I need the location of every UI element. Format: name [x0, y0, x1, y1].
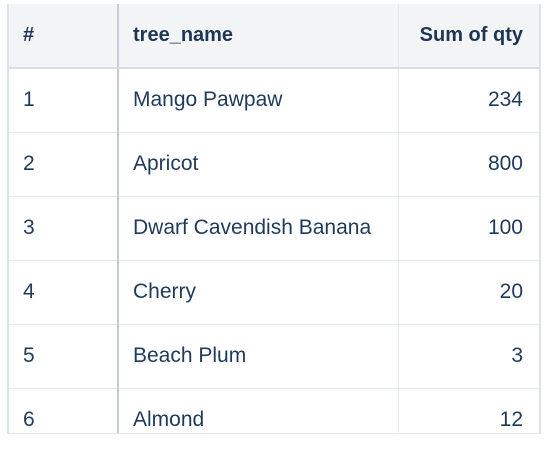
sum-of-qty-cell[interactable]: 800: [398, 132, 539, 197]
table-row[interactable]: 4 Cherry 20: [9, 260, 539, 325]
tree-name-cell[interactable]: Dwarf Cavendish Banana: [118, 196, 399, 261]
tree-name-cell[interactable]: Beach Plum: [118, 324, 399, 389]
table-body: 1 Mango Pawpaw 234 2 Apricot 800 3 Dwarf…: [9, 68, 539, 433]
table-row[interactable]: 1 Mango Pawpaw 234: [9, 68, 539, 133]
sum-of-qty-cell[interactable]: 3: [398, 324, 539, 389]
tree-name-cell[interactable]: Mango Pawpaw: [118, 68, 399, 133]
sum-of-qty-cell[interactable]: 20: [398, 260, 539, 325]
sum-of-qty-cell[interactable]: 12: [398, 388, 539, 433]
sum-of-qty-cell[interactable]: 100: [398, 196, 539, 261]
results-table: # tree_name Sum of qty 1 Mango Pawpaw 23…: [9, 4, 539, 433]
column-header-tree-name[interactable]: tree_name: [118, 4, 399, 69]
sum-of-qty-cell[interactable]: 234: [398, 68, 539, 133]
row-number-cell: 5: [9, 324, 119, 389]
results-table-container: # tree_name Sum of qty 1 Mango Pawpaw 23…: [7, 4, 541, 434]
header-row: # tree_name Sum of qty: [9, 4, 539, 69]
column-header-sum-of-qty[interactable]: Sum of qty: [398, 4, 539, 69]
table-row[interactable]: 3 Dwarf Cavendish Banana 100: [9, 196, 539, 261]
row-number-cell: 2: [9, 132, 119, 197]
row-number-cell: 4: [9, 260, 119, 325]
tree-name-cell[interactable]: Cherry: [118, 260, 399, 325]
tree-name-cell[interactable]: Almond: [118, 388, 399, 433]
row-number-cell: 1: [9, 68, 119, 133]
row-number-cell: 3: [9, 196, 119, 261]
table-row[interactable]: 5 Beach Plum 3: [9, 324, 539, 389]
table-header: # tree_name Sum of qty: [9, 4, 539, 69]
tree-name-cell[interactable]: Apricot: [118, 132, 399, 197]
row-number-cell: 6: [9, 388, 119, 433]
table-row[interactable]: 6 Almond 12: [9, 388, 539, 433]
column-header-row-number[interactable]: #: [9, 4, 119, 69]
table-row[interactable]: 2 Apricot 800: [9, 132, 539, 197]
